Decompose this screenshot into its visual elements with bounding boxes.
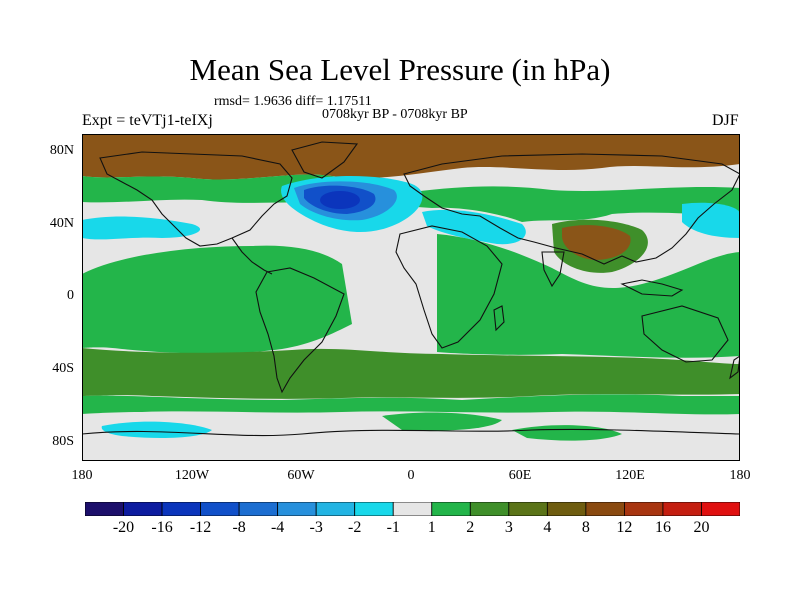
period-label: 0708kyr BP - 0708kyr BP <box>322 107 468 122</box>
west-pacific-low-anomaly <box>682 202 740 238</box>
coast-south-america <box>255 267 345 394</box>
southern-ocean-green <box>82 394 740 415</box>
colorbar-swatch <box>200 502 240 516</box>
colorbar-swatch <box>315 502 356 516</box>
coastlines <box>82 141 740 437</box>
colorbar-label: -1 <box>386 519 400 536</box>
tropical-green-belt <box>82 245 352 354</box>
experiment-label: Expt = teVTj1-teIXj <box>82 112 213 129</box>
colorbar-label: -12 <box>189 519 212 536</box>
colorbar-swatch <box>354 502 394 516</box>
lon-label-60e: 60E <box>508 468 532 483</box>
coast-greenland <box>291 141 359 179</box>
asia-high-core <box>562 225 631 260</box>
indian-ocean-green <box>437 234 740 358</box>
colorbar-label: -20 <box>112 519 135 536</box>
colorbar-swatch <box>585 502 625 516</box>
coast-eurasia <box>403 153 740 265</box>
lat-label-80n: 80N <box>49 143 74 158</box>
colorbar-swatch <box>546 502 587 516</box>
colorbar-label: 2 <box>466 519 475 536</box>
pressure-anomaly-map <box>82 134 740 461</box>
north-atlantic-low-center <box>320 191 360 209</box>
lon-label-120w: 120W <box>174 468 210 483</box>
colorbar-swatch <box>85 502 124 516</box>
antarctic-green-patch-east <box>512 425 622 441</box>
colorbar <box>85 502 740 516</box>
colorbar-label: -4 <box>270 519 285 536</box>
colorbar-label: 4 <box>543 519 552 536</box>
colorbar-swatch <box>469 502 510 516</box>
map-frame <box>82 134 740 461</box>
arctic-high-anomaly <box>82 134 740 180</box>
season-label: DJF <box>712 112 739 129</box>
lon-label-60w: 60W <box>287 468 315 483</box>
lon-label-180w: 180 <box>71 468 93 483</box>
coast-central-america <box>231 237 273 275</box>
lat-label-80s: 80S <box>52 434 74 449</box>
colorbar-label: -8 <box>232 519 246 536</box>
coast-southeast-asia-islands <box>620 279 684 297</box>
coast-australia <box>641 305 729 363</box>
lat-label-0: 0 <box>67 288 74 303</box>
colorbar-swatch <box>123 502 163 516</box>
colorbar-label: -2 <box>348 519 362 536</box>
coast-india <box>541 251 565 288</box>
colorbar-label: 16 <box>654 519 671 536</box>
colorbar-swatch <box>701 502 740 516</box>
southern-midlat-band <box>82 348 740 399</box>
colorbar-label: 20 <box>693 519 710 536</box>
rmsd-diff-stats: rmsd= 1.9636 diff= 1.17511 <box>214 94 372 109</box>
colorbar-label: -3 <box>309 519 323 536</box>
colorbar-swatch <box>238 502 279 516</box>
colorbar-label: -16 <box>151 519 173 536</box>
lat-label-40s: 40S <box>52 361 74 376</box>
colorbar-label: 12 <box>616 519 633 536</box>
colorbar-swatch <box>508 502 548 516</box>
coast-africa <box>395 225 503 349</box>
colorbar-swatch <box>161 502 201 516</box>
coast-madagascar <box>493 305 505 332</box>
colorbar-swatch <box>277 502 317 516</box>
colorbar-label: 8 <box>581 519 590 536</box>
lon-label-180e: 180 <box>729 468 751 483</box>
coast-antarctica <box>82 428 740 437</box>
lon-label-0: 0 <box>407 468 415 483</box>
colorbar-swatch <box>392 502 433 516</box>
coast-new-zealand <box>729 355 740 380</box>
colorbar-swatch <box>624 502 664 516</box>
colorbar-swatch <box>662 502 702 516</box>
antarctic-low-anomaly <box>101 421 212 438</box>
lon-label-120e: 120E <box>615 468 645 483</box>
colorbar-swatch <box>431 502 471 516</box>
lat-label-40n: 40N <box>49 216 74 231</box>
colorbar-label: 1 <box>427 519 436 536</box>
mideast-low-anomaly <box>422 209 526 245</box>
antarctic-green-patch <box>382 412 502 431</box>
colorbar-label: 3 <box>504 519 513 536</box>
map-title: Mean Sea Level Pressure (in hPa) <box>189 52 611 87</box>
